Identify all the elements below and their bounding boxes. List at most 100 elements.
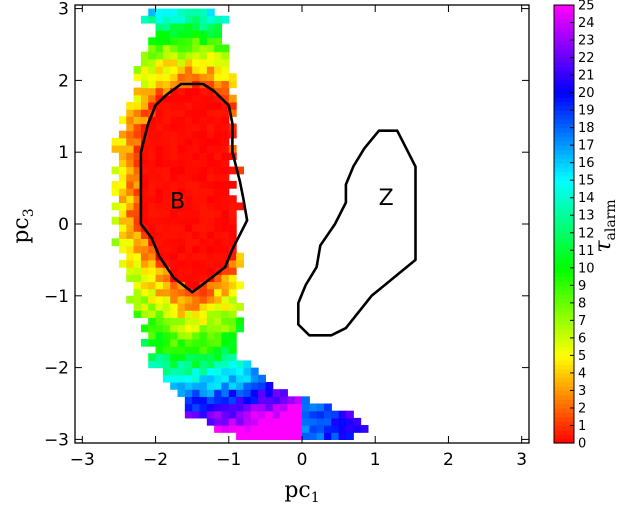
heatmap-cell xyxy=(214,310,223,318)
heatmap-cell xyxy=(199,360,208,369)
heatmap-cell xyxy=(140,324,149,333)
heatmap-cell xyxy=(243,432,252,441)
heatmap-cell xyxy=(206,346,215,354)
heatmap-cell xyxy=(199,87,208,96)
heatmap-cell xyxy=(184,173,193,182)
heatmap-cell xyxy=(162,216,171,225)
heatmap-cell xyxy=(192,209,201,218)
heatmap-cell xyxy=(214,410,223,419)
colorbar-tick-label: 21 xyxy=(578,69,595,84)
heatmap-cell xyxy=(236,259,245,268)
colorbar-segment xyxy=(554,381,574,387)
heatmap-cell xyxy=(162,353,171,362)
heatmap-cell xyxy=(177,295,186,304)
heatmap-cell xyxy=(243,381,252,390)
heatmap-cell xyxy=(126,259,135,268)
colorbar-segment xyxy=(554,298,574,304)
heatmap-cell xyxy=(155,101,164,110)
heatmap-cell xyxy=(206,238,215,247)
heatmap-cell xyxy=(170,30,179,38)
heatmap-cell xyxy=(272,396,281,405)
heatmap-cell xyxy=(111,166,120,175)
heatmap-cell xyxy=(331,432,340,441)
heatmap-cell xyxy=(177,152,186,160)
colorbar-segment xyxy=(554,158,574,164)
heatmap-cell xyxy=(353,425,362,433)
heatmap-cell xyxy=(206,130,215,139)
heatmap-cell xyxy=(170,245,179,254)
colorbar-segment xyxy=(554,272,574,278)
colorbar-tick-label: 4 xyxy=(578,366,586,381)
heatmap-cell xyxy=(243,389,252,397)
colorbar-segment xyxy=(554,5,574,10)
heatmap-cell xyxy=(170,238,179,247)
heatmap-cell xyxy=(184,188,193,196)
heatmap-cell xyxy=(206,338,215,347)
heatmap-cell xyxy=(280,403,288,412)
heatmap-cell xyxy=(184,324,193,333)
colorbar-segment xyxy=(554,425,574,431)
heatmap-cell xyxy=(221,216,230,225)
heatmap-cell xyxy=(192,130,201,139)
heatmap-cell xyxy=(345,410,354,419)
heatmap-cell xyxy=(148,331,157,340)
heatmap-cell xyxy=(199,94,208,103)
heatmap-cell xyxy=(155,30,164,38)
heatmap-cell xyxy=(199,22,208,31)
heatmap-cell xyxy=(133,209,142,218)
colorbar-segment xyxy=(554,70,574,76)
heatmap-cell xyxy=(221,274,230,283)
heatmap-cell xyxy=(184,101,193,110)
heatmap-cell xyxy=(228,288,237,297)
colorbar-segment xyxy=(554,13,574,19)
heatmap-cell xyxy=(214,202,223,211)
heatmap-cell xyxy=(162,317,171,326)
heatmap-cell xyxy=(148,137,157,146)
colorbar-segment xyxy=(554,162,574,168)
heatmap-cell xyxy=(192,410,201,419)
heatmap-cell xyxy=(192,259,201,268)
heatmap-cell xyxy=(177,73,186,81)
heatmap-cell xyxy=(221,338,230,347)
heatmap-cell xyxy=(221,209,230,218)
colorbar-segment xyxy=(554,232,574,238)
region-label-b: B xyxy=(170,190,185,215)
heatmap-cell xyxy=(287,417,296,426)
heatmap-cell xyxy=(162,302,171,311)
heatmap-cell xyxy=(228,338,237,347)
heatmap-cell xyxy=(155,317,164,326)
heatmap-cell xyxy=(228,109,237,117)
heatmap-cell xyxy=(206,80,215,89)
heatmap-cell xyxy=(258,432,266,441)
heatmap-cell xyxy=(258,425,266,433)
heatmap-cell xyxy=(133,281,142,290)
heatmap-cell xyxy=(140,152,149,160)
heatmap-cell xyxy=(184,202,193,211)
heatmap-cell xyxy=(162,209,171,218)
heatmap-cell xyxy=(148,87,157,96)
heatmap-cell xyxy=(118,209,127,218)
heatmap-cell xyxy=(148,252,157,261)
heatmap-cell xyxy=(192,231,201,239)
heatmap-cell xyxy=(126,116,135,125)
colorbar-segment xyxy=(554,127,574,133)
heatmap-cell xyxy=(199,310,208,318)
heatmap-cell xyxy=(133,101,142,110)
heatmap-cell xyxy=(133,238,142,247)
heatmap-cell xyxy=(192,58,201,67)
heatmap-cell xyxy=(184,15,193,24)
colorbar-segment xyxy=(554,202,574,208)
heatmap-cell xyxy=(184,338,193,347)
heatmap-cell xyxy=(148,195,157,204)
heatmap-cell xyxy=(118,224,127,232)
heatmap-cell xyxy=(228,310,237,318)
heatmap-cell xyxy=(184,288,193,297)
heatmap-cell xyxy=(148,353,157,362)
heatmap-cell xyxy=(214,188,223,196)
heatmap-cell xyxy=(162,66,171,74)
heatmap-cell xyxy=(133,195,142,204)
heatmap-cell xyxy=(170,317,179,326)
heatmap-cell xyxy=(250,417,259,426)
heatmap-cell xyxy=(199,15,208,24)
heatmap-cell xyxy=(228,360,237,369)
